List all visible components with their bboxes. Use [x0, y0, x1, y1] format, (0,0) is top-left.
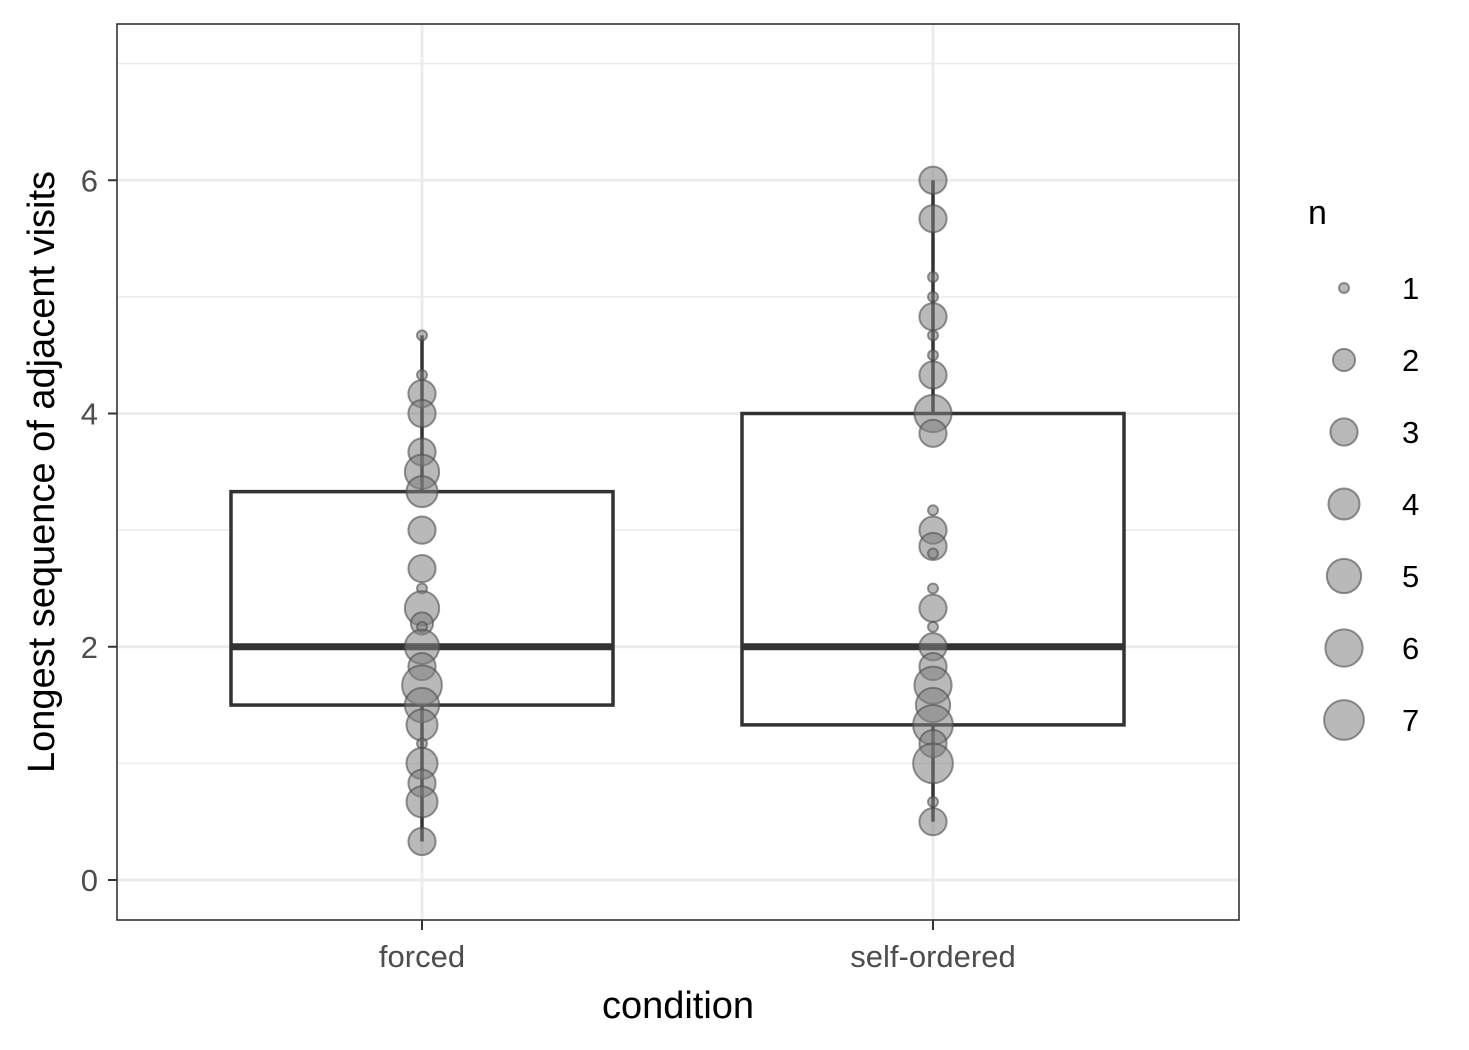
- data-point: [918, 165, 948, 195]
- x-axis-title: condition: [602, 985, 754, 1027]
- legend-key-circle: [1323, 699, 1365, 741]
- legend-title: n: [1308, 194, 1327, 232]
- legend-label: 2: [1402, 343, 1419, 378]
- data-point: [927, 547, 939, 560]
- data-point: [927, 329, 939, 342]
- data-point: [407, 826, 437, 857]
- data-point: [927, 504, 939, 517]
- data-point: [918, 531, 948, 562]
- data-point: [912, 742, 954, 785]
- legend-key-circle: [1329, 417, 1359, 447]
- data-point: [927, 271, 939, 284]
- data-point: [405, 785, 439, 819]
- legend-label: 6: [1402, 631, 1419, 666]
- data-point: [918, 360, 948, 390]
- legend-key-circle: [1331, 347, 1357, 373]
- x-tick-label: self-ordered: [850, 939, 1015, 974]
- data-points: [401, 165, 954, 857]
- y-axis-title: Longest sequence of adjacent visits: [21, 171, 63, 773]
- legend-key-circle: [1327, 487, 1361, 521]
- legend-label: 3: [1402, 415, 1419, 450]
- data-point: [927, 795, 939, 808]
- legend-key-circle: [1324, 628, 1364, 668]
- legend-label: 4: [1402, 487, 1419, 522]
- data-point: [407, 398, 437, 429]
- legend-key-circle: [1338, 282, 1350, 294]
- y-tick-label: 0: [81, 863, 98, 898]
- data-point: [405, 708, 439, 742]
- y-tick-label: 4: [81, 397, 98, 432]
- plot-panel-border: [116, 23, 1240, 921]
- x-tick-label: forced: [379, 939, 465, 974]
- y-tick-label: 6: [81, 163, 98, 198]
- data-point: [918, 418, 948, 448]
- data-point: [927, 582, 939, 595]
- data-point: [918, 807, 948, 837]
- data-point: [918, 302, 948, 332]
- data-point: [416, 329, 428, 342]
- legend-label: 1: [1402, 271, 1419, 306]
- data-point: [407, 554, 437, 584]
- legend-label: 7: [1402, 703, 1419, 738]
- data-point: [405, 475, 439, 509]
- legend-key-circle: [1325, 557, 1363, 595]
- y-axis: 0 2 4 6: [81, 163, 117, 898]
- y-tick-label: 2: [81, 630, 98, 665]
- data-point: [416, 369, 428, 382]
- data-point: [918, 204, 948, 234]
- data-point: [927, 620, 939, 633]
- legend: n 1 2 3 4 5 6 7: [1308, 194, 1419, 741]
- legend-label: 5: [1402, 559, 1419, 594]
- data-point: [918, 593, 948, 623]
- x-axis: forced self-ordered: [379, 920, 1016, 974]
- data-point: [927, 349, 939, 362]
- boxes: [229, 180, 1126, 842]
- data-point: [407, 515, 437, 545]
- data-point: [927, 290, 939, 303]
